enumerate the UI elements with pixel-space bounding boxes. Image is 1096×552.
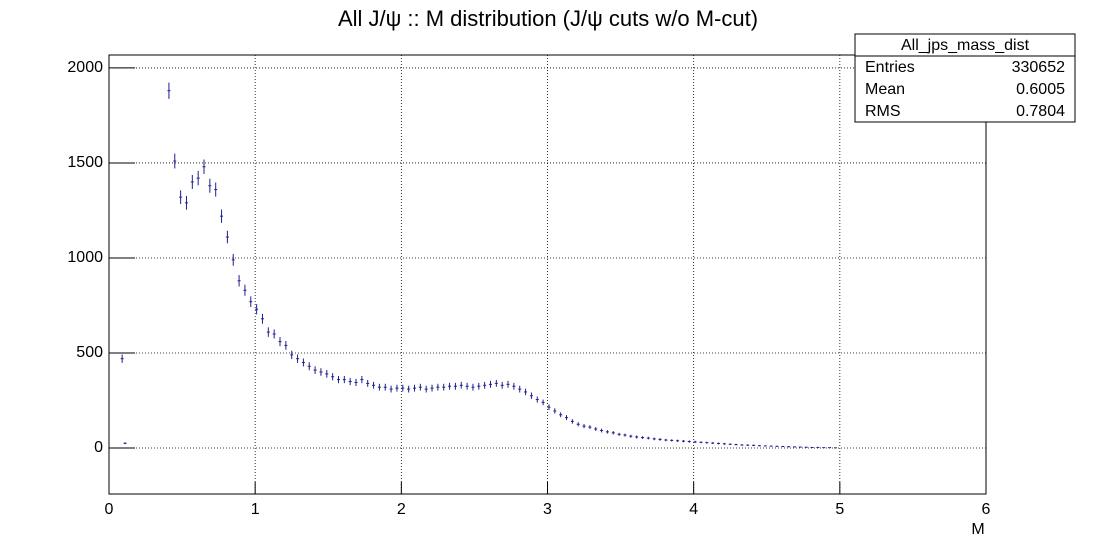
x-tick-label: 5 xyxy=(835,501,844,518)
chart-title: All J/ψ :: M distribution (J/ψ cuts w/o … xyxy=(338,6,758,31)
stats-value: 330652 xyxy=(1012,59,1065,76)
stats-label: Mean xyxy=(865,81,905,98)
x-tick-label: 4 xyxy=(689,501,698,518)
x-tick-label: 3 xyxy=(543,501,552,518)
x-tick-label: 1 xyxy=(251,501,260,518)
stats-label: RMS xyxy=(865,103,901,120)
x-tick-label: 2 xyxy=(397,501,406,518)
stats-value: 0.7804 xyxy=(1016,103,1065,120)
x-tick-label: 6 xyxy=(982,501,991,518)
stats-title: All_jps_mass_dist xyxy=(901,37,1030,54)
y-tick-label: 1000 xyxy=(67,249,103,266)
y-tick-label: 0 xyxy=(94,439,103,456)
x-axis-label: M xyxy=(971,521,984,538)
x-tick-label: 0 xyxy=(105,501,114,518)
y-tick-label: 500 xyxy=(76,344,103,361)
y-tick-label: 2000 xyxy=(67,59,103,76)
stats-box xyxy=(854,33,1076,123)
stats-label: Entries xyxy=(865,59,915,76)
y-tick-label: 1500 xyxy=(67,154,103,171)
stats-value: 0.6005 xyxy=(1016,81,1065,98)
